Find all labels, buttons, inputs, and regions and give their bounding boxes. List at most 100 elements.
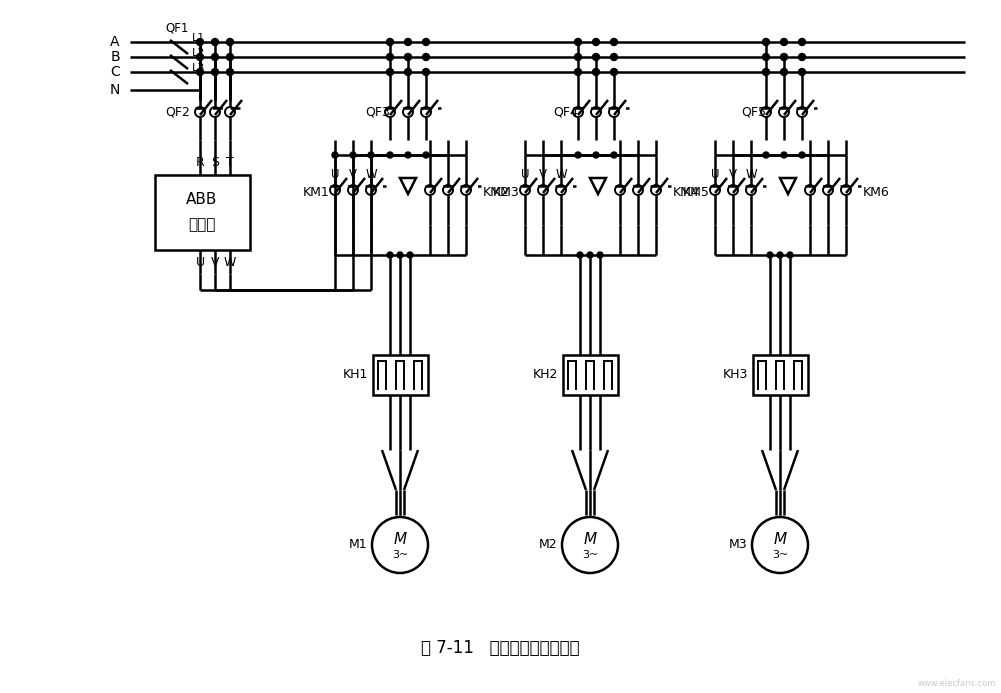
Circle shape	[799, 53, 806, 60]
Circle shape	[593, 53, 600, 60]
Circle shape	[593, 39, 600, 46]
Text: W: W	[745, 168, 757, 182]
Text: U: U	[711, 168, 720, 182]
Circle shape	[763, 53, 770, 60]
Text: U: U	[195, 256, 204, 268]
Circle shape	[587, 252, 593, 258]
Text: KM1: KM1	[303, 186, 330, 198]
Text: L1: L1	[192, 33, 205, 43]
Text: QF5: QF5	[741, 105, 766, 119]
Text: M1: M1	[348, 538, 367, 552]
Circle shape	[196, 53, 203, 60]
Circle shape	[386, 53, 393, 60]
Text: QF4: QF4	[553, 105, 578, 119]
Circle shape	[799, 39, 806, 46]
Text: A: A	[110, 35, 120, 49]
Text: S: S	[211, 157, 219, 170]
Circle shape	[386, 69, 393, 76]
Text: KH3: KH3	[723, 369, 748, 382]
Circle shape	[404, 39, 411, 46]
Text: 变频器: 变频器	[188, 218, 215, 232]
Text: U: U	[521, 168, 530, 182]
Circle shape	[422, 53, 429, 60]
Text: C: C	[110, 65, 120, 79]
Circle shape	[799, 69, 806, 76]
Circle shape	[781, 69, 788, 76]
Text: KM3: KM3	[493, 186, 520, 198]
Circle shape	[611, 152, 617, 158]
Text: 图 7-11   电器控制系统主回路: 图 7-11 电器控制系统主回路	[420, 639, 580, 657]
Circle shape	[781, 53, 788, 60]
Text: L2: L2	[192, 48, 205, 58]
Circle shape	[787, 252, 793, 258]
Circle shape	[575, 39, 582, 46]
Circle shape	[611, 69, 618, 76]
Circle shape	[350, 152, 356, 158]
Text: M3: M3	[729, 538, 747, 552]
Text: KH2: KH2	[533, 369, 558, 382]
Text: KH1: KH1	[342, 369, 368, 382]
Text: L3: L3	[192, 63, 205, 73]
Text: M2: M2	[539, 538, 557, 552]
Circle shape	[767, 252, 773, 258]
Text: KM6: KM6	[863, 186, 890, 198]
Circle shape	[777, 252, 783, 258]
Circle shape	[577, 252, 583, 258]
Circle shape	[422, 69, 429, 76]
Circle shape	[611, 53, 618, 60]
Circle shape	[593, 152, 599, 158]
Circle shape	[211, 39, 218, 46]
Text: KM4: KM4	[673, 186, 700, 198]
Circle shape	[196, 39, 203, 46]
Circle shape	[397, 252, 403, 258]
Text: V: V	[211, 256, 219, 268]
Circle shape	[763, 69, 770, 76]
Circle shape	[211, 53, 218, 60]
Bar	[373, 355, 428, 395]
Circle shape	[211, 69, 218, 76]
Text: ABB: ABB	[186, 193, 217, 207]
Circle shape	[763, 152, 769, 158]
Circle shape	[226, 69, 233, 76]
Circle shape	[387, 252, 393, 258]
Text: U: U	[330, 168, 339, 182]
Bar	[753, 355, 808, 395]
Circle shape	[405, 152, 411, 158]
Text: W: W	[365, 168, 376, 182]
Text: R: R	[195, 157, 204, 170]
Text: 3~: 3~	[772, 550, 788, 560]
Text: KM2: KM2	[483, 186, 510, 198]
Text: QF2: QF2	[165, 105, 190, 119]
Circle shape	[422, 39, 429, 46]
Circle shape	[404, 53, 411, 60]
Text: www.elecfans.com: www.elecfans.com	[918, 679, 996, 688]
Circle shape	[423, 152, 429, 158]
Circle shape	[368, 152, 374, 158]
Circle shape	[781, 152, 787, 158]
Circle shape	[575, 152, 581, 158]
Text: N: N	[110, 83, 120, 97]
Text: 3~: 3~	[582, 550, 599, 560]
Circle shape	[387, 152, 393, 158]
Circle shape	[575, 53, 582, 60]
Circle shape	[386, 39, 393, 46]
Bar	[155, 175, 250, 250]
Text: V: V	[349, 168, 357, 182]
Circle shape	[404, 69, 411, 76]
Text: M: M	[774, 532, 787, 547]
Text: W: W	[224, 256, 236, 268]
Circle shape	[597, 252, 603, 258]
Circle shape	[226, 53, 233, 60]
Text: T: T	[226, 157, 234, 170]
Text: QF3: QF3	[365, 105, 389, 119]
Circle shape	[575, 69, 582, 76]
Text: M: M	[393, 532, 406, 547]
Circle shape	[763, 39, 770, 46]
Text: V: V	[729, 168, 737, 182]
Circle shape	[799, 152, 805, 158]
Circle shape	[196, 69, 203, 76]
Circle shape	[407, 252, 413, 258]
Text: V: V	[539, 168, 547, 182]
Circle shape	[781, 39, 788, 46]
Text: KM5: KM5	[683, 186, 710, 198]
